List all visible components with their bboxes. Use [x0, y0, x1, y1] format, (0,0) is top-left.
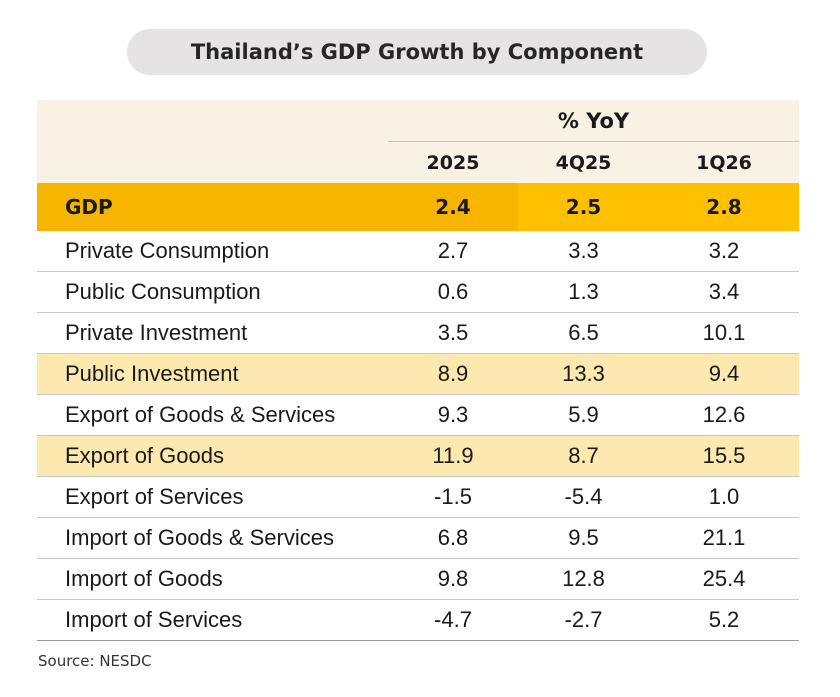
cell-private-consumption-2025: 2.7 — [388, 231, 518, 272]
gdp-growth-table: % YoY 2025 4Q25 1Q26 GDP 2.4 2.5 2.8 Private… — [37, 100, 800, 641]
column-header-4q25: 4Q25 — [518, 141, 649, 183]
source-note: Source: NESDC — [38, 652, 152, 670]
cell-gdp-2025: 2.4 — [388, 183, 518, 231]
header-corner — [37, 100, 388, 142]
header-row-periods: 2025 4Q25 1Q26 — [37, 141, 800, 183]
cell-export-of-goods-4q25: 8.7 — [518, 435, 649, 477]
cell-import-of-goods-and-services-4q25: 9.5 — [518, 517, 649, 559]
table-row: Import of Services -4.7 -2.7 5.2 — [37, 599, 800, 641]
table-row: Export of Goods 11.9 8.7 15.5 — [37, 435, 800, 477]
row-label-export-of-goods-and-services: Export of Goods & Services — [37, 394, 388, 436]
cell-public-consumption-4q25: 1.3 — [518, 271, 649, 313]
table-row: Private Consumption 2.7 3.3 3.2 — [37, 231, 800, 272]
row-label-public-consumption: Public Consumption — [37, 271, 388, 313]
cell-private-investment-2025: 3.5 — [388, 312, 518, 354]
header-row-unit: % YoY — [37, 100, 800, 142]
cell-import-of-goods-4q25: 12.8 — [518, 558, 649, 600]
cell-export-of-services-1q26: 1.0 — [649, 476, 800, 518]
cell-export-of-goods-and-services-1q26: 12.6 — [649, 394, 800, 436]
cell-public-consumption-2025: 0.6 — [388, 271, 518, 313]
table-row: Export of Services -1.5 -5.4 1.0 — [37, 476, 800, 518]
table-row: Public Consumption 0.6 1.3 3.4 — [37, 271, 800, 313]
table-row: Export of Goods & Services 9.3 5.9 12.6 — [37, 394, 800, 436]
column-header-2025: 2025 — [388, 141, 518, 183]
row-label-gdp: GDP — [37, 183, 388, 231]
cell-export-of-goods-1q26: 15.5 — [649, 435, 800, 477]
cell-import-of-services-2025: -4.7 — [388, 599, 518, 641]
row-label-export-of-goods: Export of Goods — [37, 435, 388, 477]
cell-export-of-services-2025: -1.5 — [388, 476, 518, 518]
cell-public-consumption-1q26: 3.4 — [649, 271, 800, 313]
cell-gdp-4q25: 2.5 — [518, 183, 649, 231]
row-label-export-of-services: Export of Services — [37, 476, 388, 518]
cell-export-of-goods-and-services-4q25: 5.9 — [518, 394, 649, 436]
header-corner-lower — [37, 141, 388, 183]
table-row: Public Investment 8.9 13.3 9.4 — [37, 353, 800, 395]
cell-import-of-services-4q25: -2.7 — [518, 599, 649, 641]
cell-public-investment-4q25: 13.3 — [518, 353, 649, 395]
row-label-private-consumption: Private Consumption — [37, 231, 388, 272]
unit-header: % YoY — [388, 100, 800, 142]
row-label-private-investment: Private Investment — [37, 312, 388, 354]
table-row: Private Investment 3.5 6.5 10.1 — [37, 312, 800, 354]
cell-import-of-services-1q26: 5.2 — [649, 599, 800, 641]
cell-private-consumption-1q26: 3.2 — [649, 231, 800, 272]
cell-export-of-goods-2025: 11.9 — [388, 435, 518, 477]
cell-export-of-goods-and-services-2025: 9.3 — [388, 394, 518, 436]
row-label-import-of-goods: Import of Goods — [37, 558, 388, 600]
column-header-1q26: 1Q26 — [649, 141, 800, 183]
cell-import-of-goods-1q26: 25.4 — [649, 558, 800, 600]
cell-private-consumption-4q25: 3.3 — [518, 231, 649, 272]
cell-private-investment-1q26: 10.1 — [649, 312, 800, 354]
cell-public-investment-1q26: 9.4 — [649, 353, 800, 395]
table-row: Import of Goods & Services 6.8 9.5 21.1 — [37, 517, 800, 559]
cell-gdp-1q26: 2.8 — [649, 183, 800, 231]
row-label-public-investment: Public Investment — [37, 353, 388, 395]
cell-export-of-services-4q25: -5.4 — [518, 476, 649, 518]
table-row: Import of Goods 9.8 12.8 25.4 — [37, 558, 800, 600]
table-title: Thailand’s GDP Growth by Component — [127, 29, 707, 75]
cell-import-of-goods-and-services-1q26: 21.1 — [649, 517, 800, 559]
cell-public-investment-2025: 8.9 — [388, 353, 518, 395]
row-label-import-of-goods-and-services: Import of Goods & Services — [37, 517, 388, 559]
table-body: GDP 2.4 2.5 2.8 Private Consumption 2.7 3.3 3.2… — [37, 183, 800, 641]
cell-import-of-goods-and-services-2025: 6.8 — [388, 517, 518, 559]
cell-import-of-goods-2025: 9.8 — [388, 558, 518, 600]
row-label-import-of-services: Import of Services — [37, 599, 388, 641]
gdp-row: GDP 2.4 2.5 2.8 — [37, 183, 800, 231]
cell-private-investment-4q25: 6.5 — [518, 312, 649, 354]
